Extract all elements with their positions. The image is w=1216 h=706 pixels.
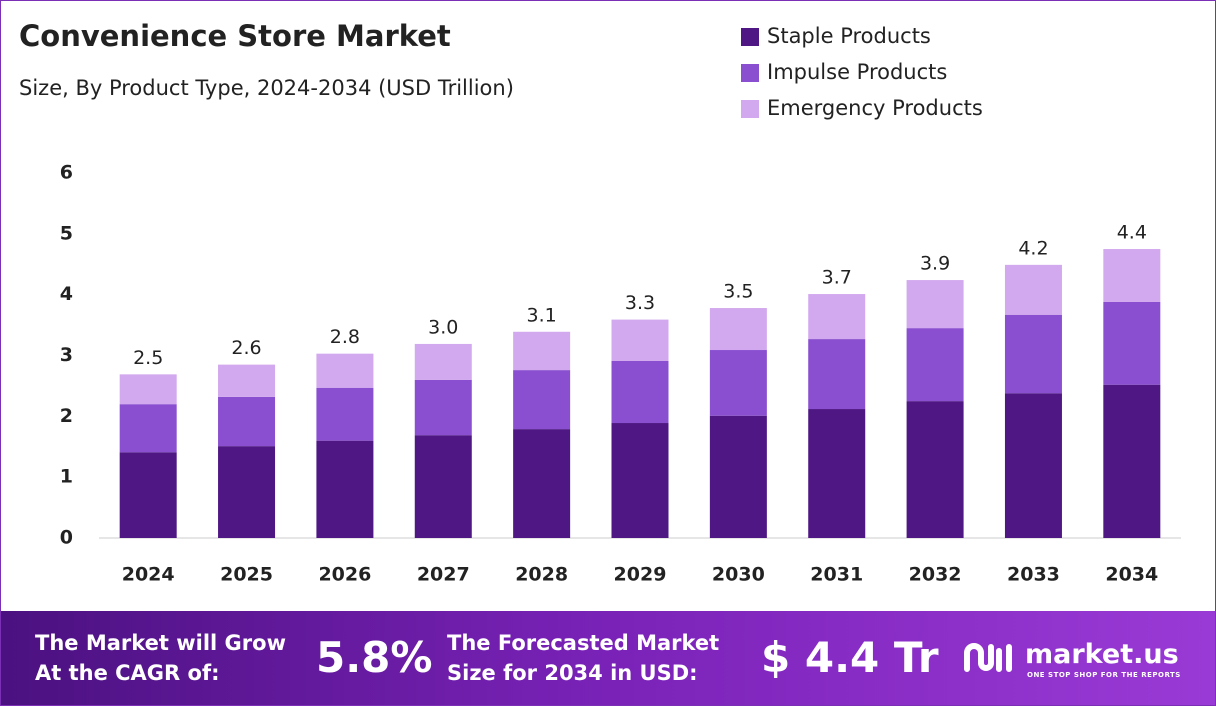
bar-segment: [611, 319, 669, 361]
x-tick-label: 2031: [810, 564, 863, 586]
legend-swatch: [741, 100, 759, 118]
bar-segment: [316, 387, 374, 441]
forecast-value: $ 4.4 Tr: [761, 633, 939, 682]
y-tick-label: 6: [60, 162, 73, 184]
bar-segment: [1103, 384, 1161, 538]
bar-segment: [709, 308, 767, 351]
forecast-label: Size for 2034 in USD:: [447, 661, 698, 685]
legend-swatch: [741, 28, 759, 46]
bar-segment: [1004, 264, 1062, 315]
x-tick-label: 2028: [515, 564, 568, 586]
x-tick-label: 2033: [1007, 564, 1060, 586]
x-tick-label: 2034: [1105, 564, 1158, 586]
y-tick-label: 0: [60, 527, 73, 549]
y-tick-label: 1: [60, 466, 73, 488]
total-label: 4.2: [1018, 237, 1048, 259]
total-label: 3.5: [723, 281, 753, 303]
bar-segment: [808, 339, 866, 410]
bar-segment: [611, 360, 669, 424]
legend-swatch: [741, 64, 759, 82]
bar-segment: [119, 452, 177, 538]
total-label: 2.6: [231, 337, 261, 359]
bar-segment: [513, 331, 571, 371]
chart-subtitle: Size, By Product Type, 2024-2034 (USD Tr…: [19, 76, 514, 100]
legend-label: Staple Products: [767, 24, 931, 48]
bar-segment: [1103, 249, 1161, 302]
bar-segment: [906, 401, 964, 538]
bar-segment: [513, 429, 571, 538]
y-tick-label: 3: [60, 344, 73, 366]
bar-segment: [709, 415, 767, 538]
y-tick-label: 5: [60, 222, 73, 244]
bar-segment: [119, 374, 177, 405]
bar-segment: [414, 435, 472, 538]
bar-segment: [611, 423, 669, 538]
x-tick-label: 2025: [220, 564, 273, 586]
bar-segment: [1004, 314, 1062, 394]
bar-segment: [906, 328, 964, 402]
cagr-label: At the CAGR of:: [35, 661, 220, 685]
total-label: 2.8: [330, 326, 360, 348]
bar-segment: [513, 370, 571, 430]
bar-segment: [709, 350, 767, 416]
total-label: 2.5: [133, 347, 163, 369]
bar-segment: [218, 446, 276, 538]
footer: The Market will Grow At the CAGR of: 5.8…: [1, 611, 1215, 705]
x-tick-label: 2030: [712, 564, 765, 586]
cagr-label: The Market will Grow: [35, 631, 286, 655]
bar-segment: [808, 409, 866, 538]
cagr-value: 5.8%: [316, 633, 433, 682]
bar-segment: [414, 379, 472, 436]
bar-segment: [316, 440, 374, 538]
brand-logo: [964, 643, 1012, 672]
total-label: 4.4: [1117, 222, 1147, 244]
chart-title: Convenience Store Market: [19, 19, 451, 53]
bar-segment: [414, 343, 472, 380]
total-label: 3.9: [920, 253, 950, 275]
x-tick-label: 2024: [122, 564, 175, 586]
legend-label: Impulse Products: [767, 60, 947, 84]
chart: Convenience Store Market Size, By Produc…: [19, 19, 1181, 586]
bar-segment: [1103, 301, 1161, 385]
total-label: 3.1: [527, 304, 557, 326]
brand-tagline: ONE STOP SHOP FOR THE REPORTS: [1027, 671, 1181, 679]
legend-label: Emergency Products: [767, 96, 983, 120]
total-label: 3.0: [428, 316, 458, 338]
total-label: 3.7: [822, 267, 852, 289]
total-label: 3.3: [625, 292, 655, 314]
x-tick-label: 2029: [614, 564, 667, 586]
y-tick-label: 4: [60, 283, 73, 305]
y-tick-label: 2: [60, 405, 73, 427]
bar-segment: [906, 280, 964, 329]
bar-segment: [119, 404, 177, 453]
bar-segment: [218, 364, 276, 397]
brand-name: market.us: [1025, 639, 1179, 670]
x-tick-label: 2027: [417, 564, 470, 586]
bar-segment: [218, 396, 276, 447]
forecast-label: The Forecasted Market: [447, 631, 720, 655]
x-tick-label: 2026: [318, 564, 371, 586]
bar-segment: [808, 294, 866, 340]
bar-segment: [1004, 393, 1062, 538]
x-tick-label: 2032: [909, 564, 962, 586]
bar-segment: [316, 353, 374, 388]
